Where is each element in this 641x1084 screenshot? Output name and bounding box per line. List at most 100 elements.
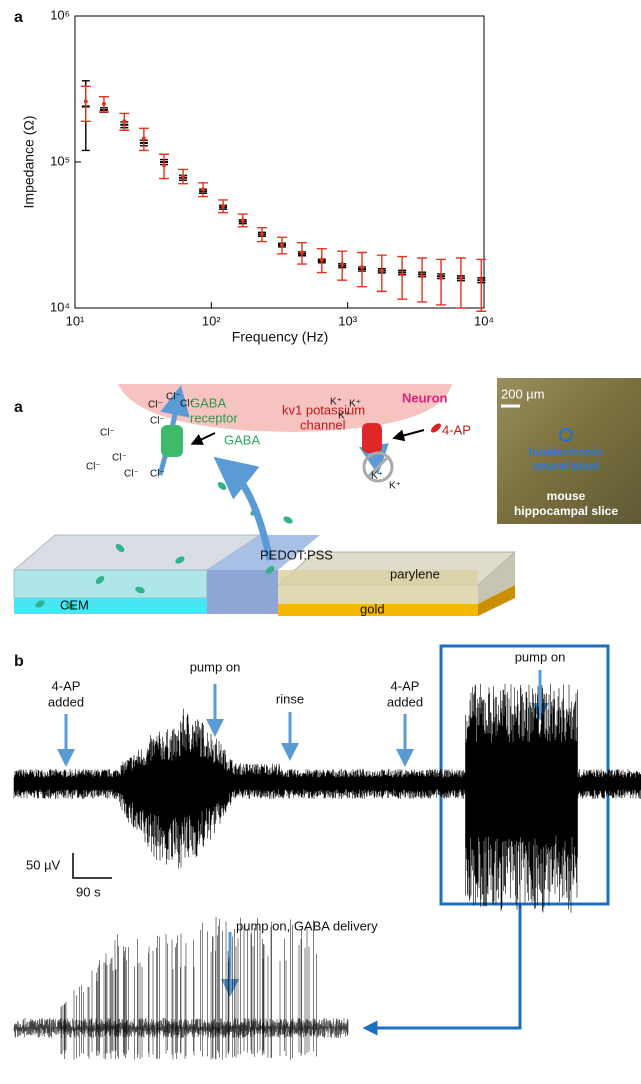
error-bar <box>436 258 447 306</box>
y-tick-label: 10⁴ <box>50 299 70 314</box>
blocking-arrow <box>392 429 425 442</box>
time-scale: 90 s <box>76 884 101 899</box>
ion-label: Cl⁻ <box>180 399 195 410</box>
data-point <box>122 119 127 124</box>
pixel-label: bioelectronic <box>529 445 604 459</box>
event-label: added <box>48 694 84 709</box>
error-bar <box>417 257 428 303</box>
data-point <box>141 136 146 141</box>
data-point <box>379 268 384 273</box>
ion-label: Cl⁻ <box>100 428 115 439</box>
data-point <box>101 101 106 106</box>
slice-label: hippocampal slice <box>514 504 618 518</box>
blocker-label: 4-AP <box>442 422 471 437</box>
scale-bars <box>72 853 112 879</box>
panel-label: a <box>14 9 23 26</box>
ion-label: K⁺ <box>349 399 361 410</box>
ion-label: Cl⁻ <box>166 392 181 403</box>
event-label: rinse <box>276 691 304 706</box>
gold-front <box>278 604 478 616</box>
panel-label: a <box>14 399 23 416</box>
data-point <box>420 274 425 279</box>
channel-label: channel <box>300 417 346 432</box>
neuron-label: Neuron <box>402 390 448 405</box>
cem-label: CEM <box>60 597 89 612</box>
event-arrows <box>57 670 549 997</box>
zoom-arrow <box>362 904 522 1036</box>
data-point <box>439 276 444 281</box>
slice-label: mouse <box>547 489 586 503</box>
ion-label: Cl⁻ <box>150 416 165 427</box>
voltage-scale: 50 µV <box>26 857 61 872</box>
channel-label: kv1 potassium <box>282 402 365 417</box>
error-bar <box>397 255 408 300</box>
cem-layer <box>13 569 208 599</box>
data-point <box>221 203 226 208</box>
pedot-label: PEDOT:PSS <box>260 547 333 562</box>
ion-label: Cl⁻ <box>124 469 139 480</box>
pixel-marker <box>559 428 573 442</box>
data-point <box>360 265 365 270</box>
block-slash <box>366 455 390 479</box>
data-point <box>319 257 324 262</box>
ion-label: K⁺ <box>389 481 401 492</box>
ion-label: Cl⁻ <box>148 400 163 411</box>
kv1-channel <box>362 423 382 453</box>
slice-photo <box>497 378 641 524</box>
block-symbol <box>362 451 394 483</box>
receptor-label: receptor <box>190 410 238 425</box>
event-label: pump on <box>515 649 566 664</box>
error-bar <box>80 85 91 123</box>
gaba-receptor <box>161 425 183 457</box>
event-label: 4-AP <box>391 678 420 693</box>
data-point <box>259 232 264 237</box>
error-bar <box>376 254 387 293</box>
data-point <box>201 187 206 192</box>
y-tick-label: 10⁵ <box>50 153 70 168</box>
data-point <box>181 174 186 179</box>
trace <box>13 683 641 913</box>
gaba-release-arrow <box>213 456 274 561</box>
pedot-front <box>207 570 278 614</box>
ion-label: K⁺ <box>338 411 350 422</box>
error-bar <box>357 251 368 288</box>
event-label: added <box>387 694 423 709</box>
data-point <box>340 262 345 267</box>
gold-side <box>478 585 515 616</box>
data-point <box>83 99 88 104</box>
x-axis-label: Frequency (Hz) <box>232 329 328 345</box>
data-point <box>299 250 304 255</box>
x-tick-label: 10⁴ <box>474 313 494 328</box>
data-point <box>458 276 463 281</box>
parylene-block <box>278 570 478 604</box>
gold-label: gold <box>360 601 385 616</box>
receptor-label: GABA <box>190 395 226 410</box>
parylene-label: parylene <box>390 566 440 581</box>
neuron-membrane <box>118 384 452 432</box>
device-diagram: a Neuron GABA receptor kv1 potassium cha… <box>13 378 641 616</box>
recording-panel: b 4-AP added pump on rinse 4-AP added pu… <box>13 644 641 1060</box>
ion-label: K⁺ <box>371 471 383 482</box>
pedot-top <box>207 535 320 570</box>
binding-arrow <box>190 432 216 445</box>
ion-label: K⁺ <box>330 397 342 408</box>
error-bar <box>455 257 466 309</box>
data-point <box>479 278 484 283</box>
panel-label: b <box>14 653 24 670</box>
data-point <box>280 243 285 248</box>
data-point <box>240 218 245 223</box>
y-axis-label: Impedance (Ω) <box>21 116 37 209</box>
error-bar <box>476 258 487 312</box>
inset-trace <box>13 916 349 1060</box>
data-point <box>400 272 405 277</box>
gaba-label: GABA <box>224 432 260 447</box>
pixel-label: neural pixel <box>533 459 600 473</box>
ion-label: Cl⁻ <box>112 453 127 464</box>
parylene-side <box>478 552 515 604</box>
data-point <box>162 163 167 168</box>
x-tick-label: 10² <box>202 313 221 328</box>
ion-label: Cl⁻ <box>150 469 165 480</box>
ion-label: Cl⁻ <box>86 462 101 473</box>
